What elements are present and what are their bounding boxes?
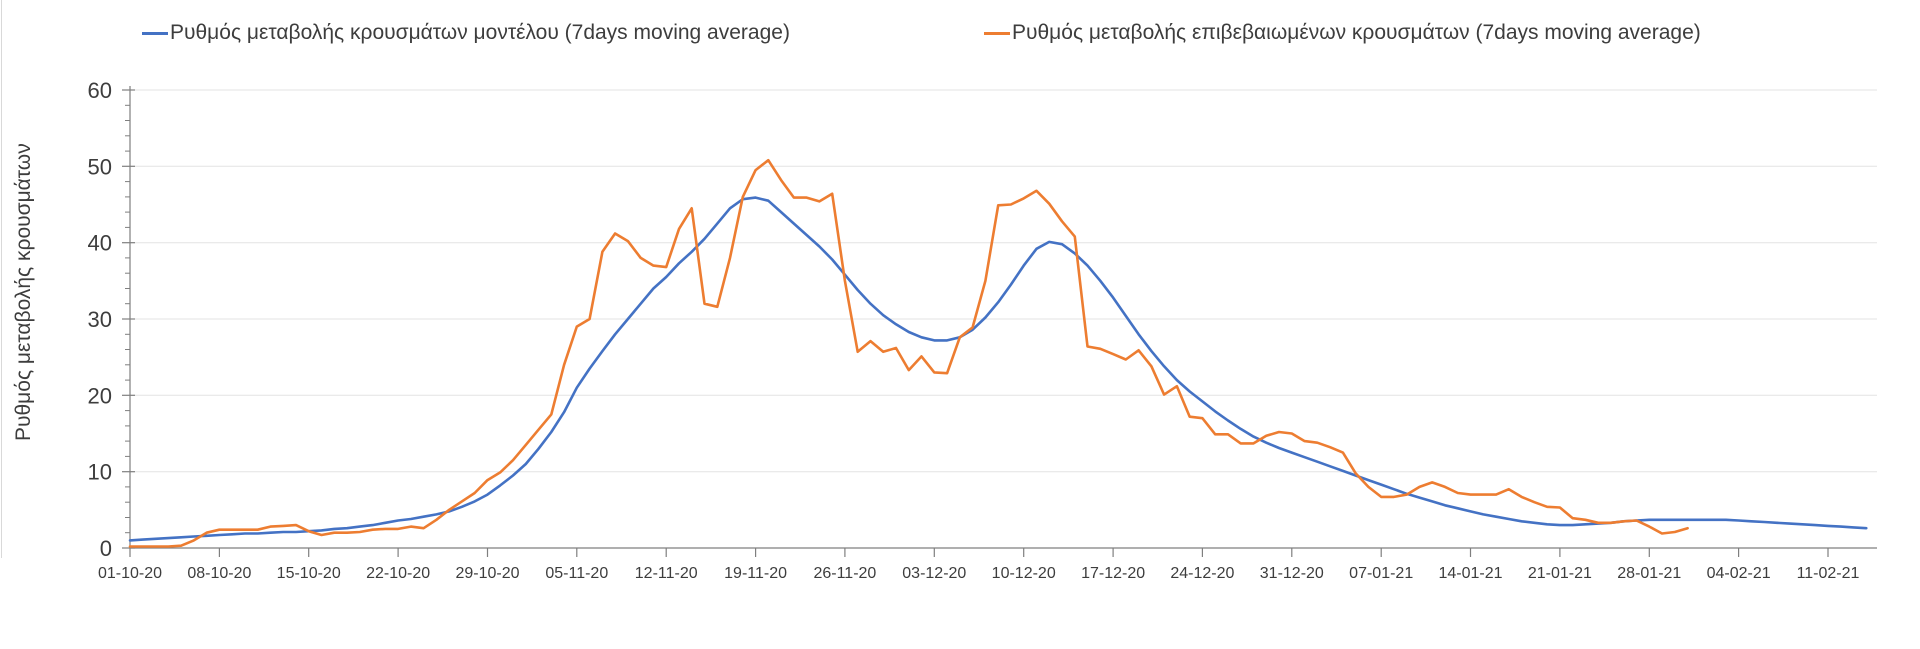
left-frame-line	[1, 0, 2, 558]
x-tick-label: 12-11-20	[635, 565, 698, 582]
legend-item-model: Ρυθμός μεταβολής κρουσμάτων μοντέλου (7d…	[142, 21, 790, 45]
legend-label-confirmed: Ρυθμός μεταβολής επιβεβαιωμένων κρουσμάτ…	[1012, 21, 1701, 44]
x-tick-label: 14-01-21	[1438, 565, 1502, 582]
x-tick-label: 21-01-21	[1528, 565, 1592, 582]
x-tick-label: 04-02-21	[1707, 565, 1771, 582]
y-tick-label: 10	[88, 460, 112, 485]
x-tick-label: 22-10-20	[366, 565, 430, 582]
y-tick-label: 50	[88, 154, 112, 179]
x-tick-label: 15-10-20	[277, 565, 341, 582]
series-line-model	[128, 196, 1868, 542]
x-tick-label: 31-12-20	[1260, 565, 1324, 582]
y-tick-label: 0	[100, 536, 112, 561]
x-tick-label: 19-11-20	[724, 565, 787, 582]
y-tick-label: 40	[88, 231, 112, 256]
y-tick-label: 60	[88, 78, 112, 103]
x-tick-label: 07-01-21	[1349, 565, 1413, 582]
x-tick-label: 24-12-20	[1170, 565, 1234, 582]
x-tick-label: 05-11-20	[545, 565, 608, 582]
x-tick-label: 26-11-20	[813, 565, 876, 582]
x-tick-label: 01-10-20	[98, 565, 162, 582]
confirmed-line-marker-icon	[984, 31, 1010, 35]
y-tick-label: 30	[88, 307, 112, 332]
x-tick-label: 17-12-20	[1081, 565, 1145, 582]
x-tick-label: 08-10-20	[187, 565, 251, 582]
legend-item-confirmed: Ρυθμός μεταβολής επιβεβαιωμένων κρουσμάτ…	[984, 21, 1701, 45]
x-tick-label: 29-10-20	[455, 565, 519, 582]
x-tick-label: 03-12-20	[902, 565, 966, 582]
x-tick-label: 10-12-20	[992, 565, 1056, 582]
series-line-confirmed	[128, 158, 1689, 548]
legend-label-model: Ρυθμός μεταβολής κρουσμάτων μοντέλου (7d…	[170, 21, 790, 44]
x-tick-label: 11-02-21	[1797, 565, 1860, 582]
y-tick-label: 20	[88, 383, 112, 408]
x-tick-label: 28-01-21	[1617, 565, 1681, 582]
model-line-marker-icon	[142, 31, 168, 35]
